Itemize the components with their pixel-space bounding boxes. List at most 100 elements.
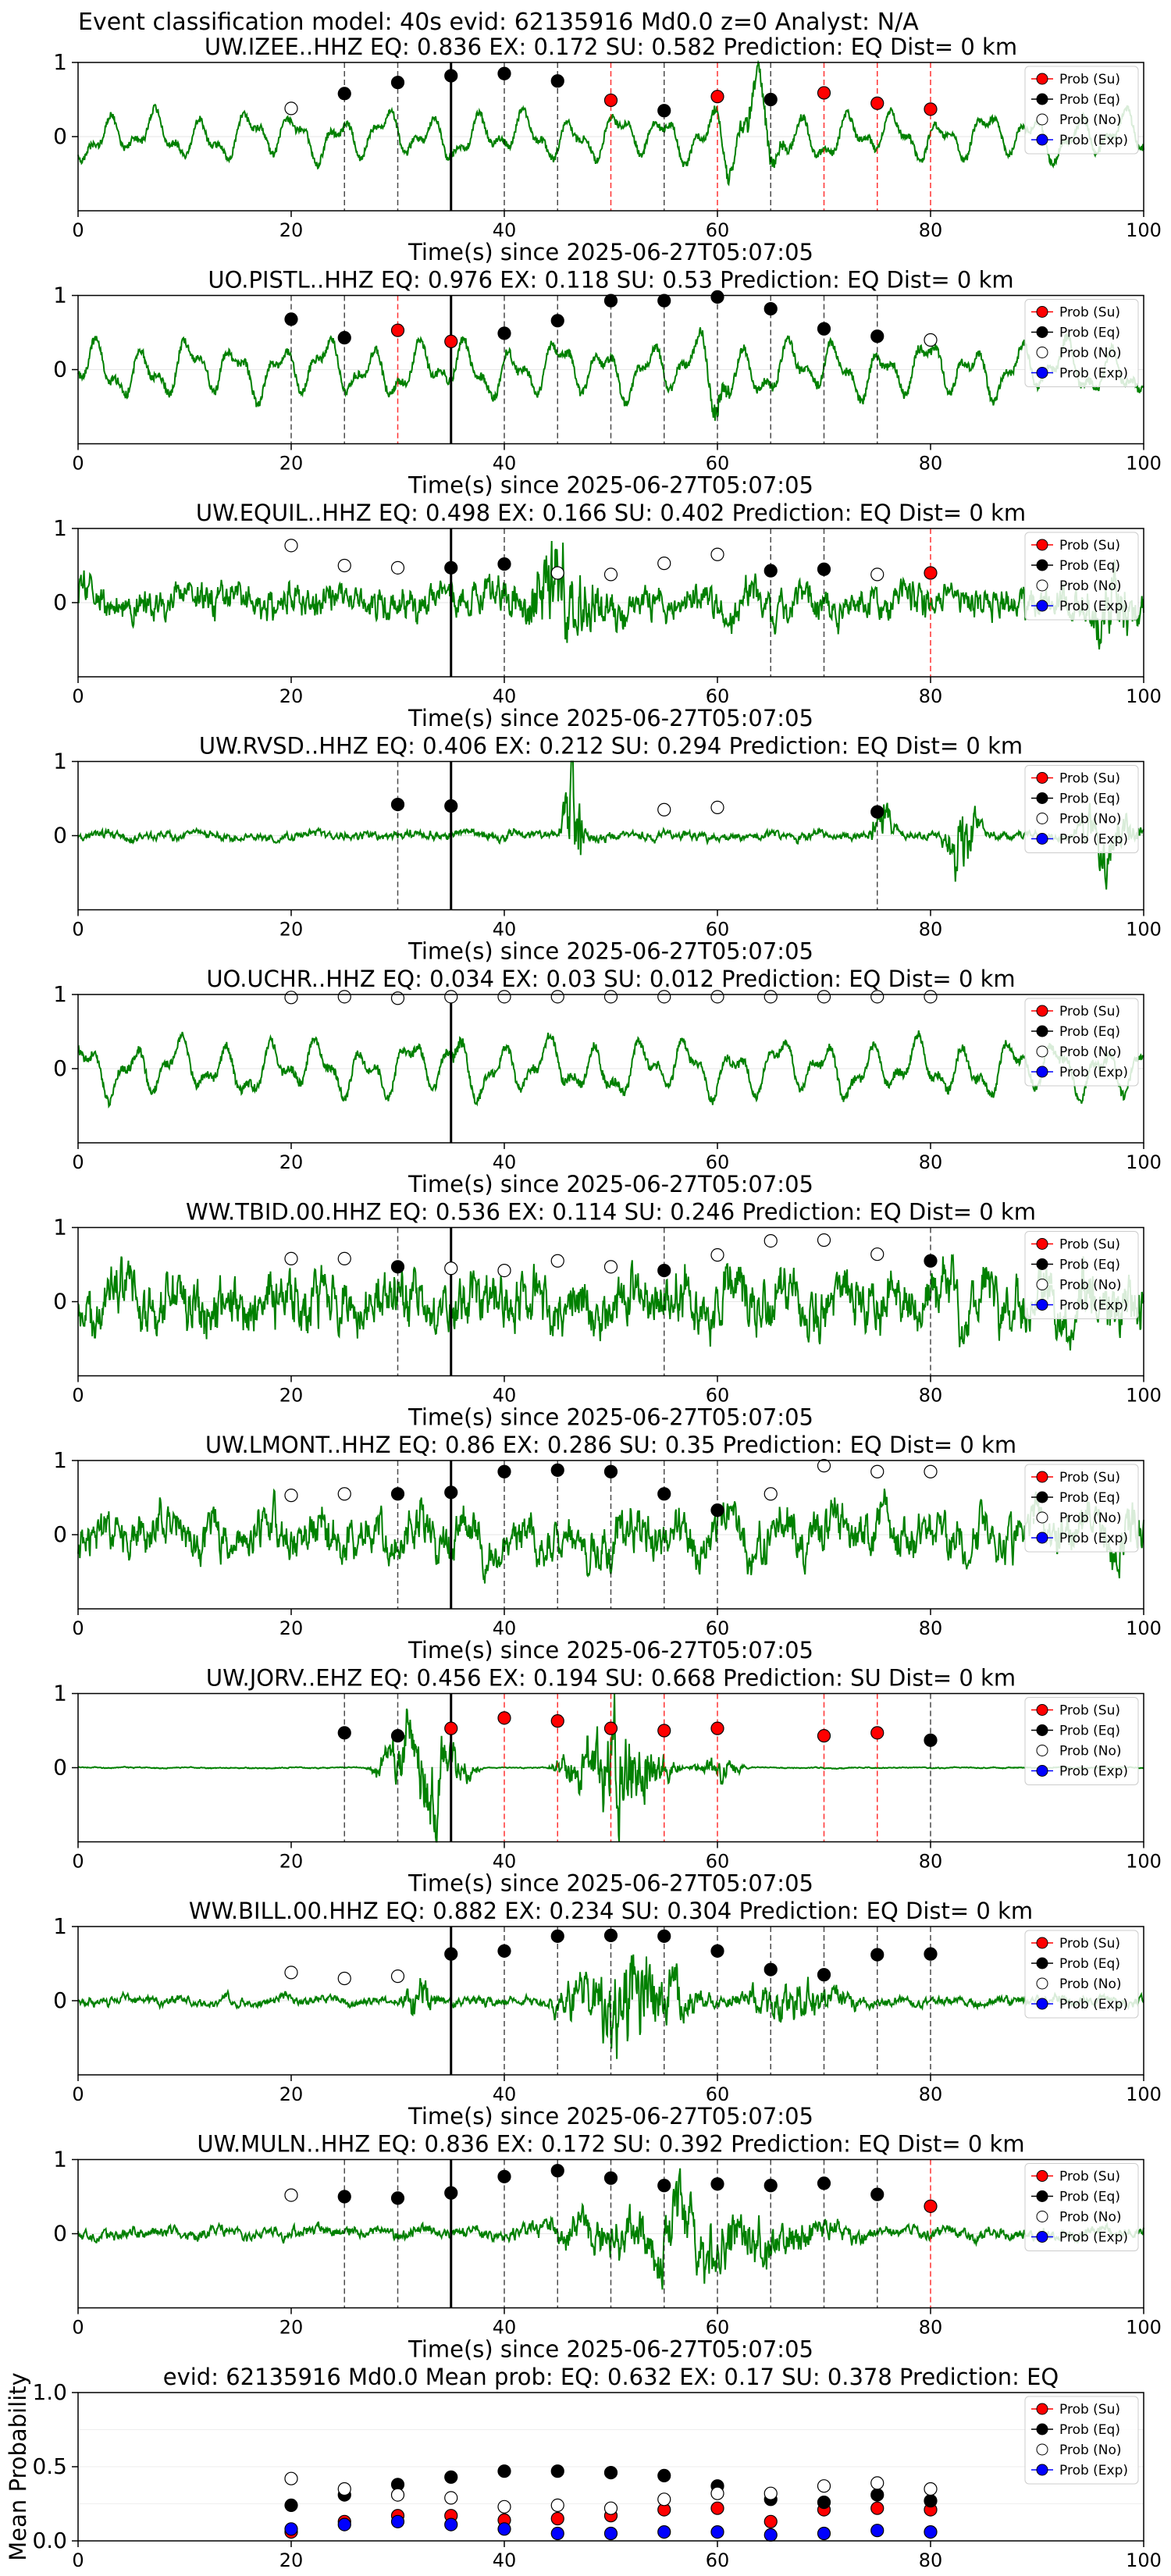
prob-marker: [390, 1969, 405, 1984]
legend-label: Prob (Exp): [1059, 1531, 1128, 1546]
legend-label: Prob (Exp): [1059, 1764, 1128, 1780]
x-tick-label: 20: [279, 219, 304, 241]
legend-box: [1024, 1697, 1139, 1785]
prob-marker: [390, 560, 405, 575]
legend-label: Prob (Exp): [1059, 133, 1128, 148]
legend-label: Prob (No): [1059, 2210, 1122, 2226]
waveform-trace: [77, 1253, 1144, 1350]
y-tick-label: 1: [53, 2147, 67, 2172]
legend-marker: [1036, 113, 1048, 126]
x-tick-label: 0: [72, 1151, 84, 1173]
x-tick-label: 60: [706, 2083, 730, 2105]
legend-marker: [1036, 1066, 1048, 1078]
x-tick-label: 0: [72, 219, 84, 241]
prob-marker: [337, 1971, 351, 1986]
prob-marker: [924, 1464, 938, 1478]
prob-marker: [870, 1948, 884, 1962]
prob-marker: [657, 2179, 671, 2193]
mean-prob-marker: [284, 2471, 298, 2485]
x-tick-label: 0: [72, 2083, 84, 2105]
legend-label: Prob (Exp): [1059, 2230, 1128, 2246]
y-tick-label: 1: [53, 49, 67, 75]
mean-prob-marker: [870, 2524, 884, 2538]
mean-prob-marker: [444, 2491, 458, 2505]
x-tick-label: 20: [279, 1385, 304, 1407]
panel-title: UW.JORV..EHZ EQ: 0.456 EX: 0.194 SU: 0.6…: [206, 1665, 1016, 1692]
mean-prob-marker: [444, 2517, 458, 2532]
legend-marker: [1036, 326, 1048, 338]
legend-label: Prob (No): [1059, 578, 1122, 594]
legend-box: [1024, 1464, 1139, 1553]
legend-marker: [1036, 1998, 1048, 2010]
prob-marker: [337, 2190, 351, 2204]
legend-label: Prob (Exp): [1059, 1997, 1128, 2012]
prob-marker: [444, 560, 458, 575]
legend-marker: [1036, 600, 1048, 612]
prob-marker: [710, 1721, 724, 1735]
x-axis-label: Time(s) since 2025-06-27T05:07:05: [408, 938, 813, 965]
x-tick-label: 60: [706, 219, 730, 241]
station-panel: UW.LMONT..HHZ EQ: 0.86 EX: 0.286 SU: 0.3…: [53, 1432, 1162, 1663]
prob-marker: [817, 1729, 831, 1743]
waveform-trace: [77, 1954, 1144, 2059]
x-tick-label: 100: [1126, 453, 1162, 475]
panels: UW.IZEE..HHZ EQ: 0.836 EX: 0.172 SU: 0.5…: [5, 34, 1162, 2571]
prob-marker: [657, 1724, 671, 1738]
prob-marker: [284, 1489, 298, 1503]
legend-marker: [1036, 1977, 1048, 1990]
legend-marker: [1036, 1238, 1048, 1250]
station-panel: UW.MULN..HHZ EQ: 0.836 EX: 0.172 SU: 0.3…: [53, 2131, 1162, 2363]
figure-title: Event classification model: 40s evid: 62…: [78, 9, 919, 36]
prob-marker: [870, 1726, 884, 1740]
legend-marker: [1036, 347, 1048, 358]
x-tick-label: 60: [706, 1151, 730, 1173]
mean-prob-marker: [390, 2514, 405, 2528]
y-tick-label: 0: [53, 357, 67, 382]
x-tick-label: 20: [279, 453, 304, 475]
x-tick-label: 60: [706, 1617, 730, 1639]
prob-marker: [870, 1247, 884, 1261]
legend-label: Prob (Su): [1059, 305, 1120, 321]
prob-marker: [763, 2179, 778, 2193]
prob-marker: [497, 1711, 511, 1725]
prob-marker: [603, 2171, 618, 2185]
prob-marker: [657, 802, 671, 817]
prob-marker: [924, 2199, 938, 2213]
mean-prob-marker: [550, 2526, 564, 2541]
prob-marker: [550, 314, 564, 328]
prob-marker: [284, 2188, 298, 2202]
x-tick-label: 40: [493, 685, 517, 707]
prob-marker: [870, 2187, 884, 2201]
legend-label: Prob (Eq): [1059, 1956, 1120, 1972]
mean-prob-marker: [603, 2466, 618, 2480]
mean-prob-marker: [284, 2498, 298, 2512]
prob-marker: [870, 96, 884, 110]
prob-marker: [337, 990, 351, 1004]
legend-label: Prob (Eq): [1059, 92, 1120, 108]
y-tick-label: 0: [53, 589, 67, 615]
x-tick-label: 20: [279, 2317, 304, 2339]
legend-marker: [1036, 539, 1048, 551]
legend-label: Prob (Su): [1059, 72, 1120, 87]
mean-prob-marker: [817, 2496, 831, 2510]
y-tick-label: 0: [53, 1987, 67, 2013]
prob-marker: [817, 1233, 831, 1247]
prob-marker: [817, 1459, 831, 1473]
prob-marker: [497, 1944, 511, 1958]
prob-marker: [550, 1929, 564, 1943]
panel-title: WW.BILL.00.HHZ EQ: 0.882 EX: 0.234 SU: 0…: [189, 1898, 1033, 1924]
panel-title: UW.RVSD..HHZ EQ: 0.406 EX: 0.212 SU: 0.2…: [199, 733, 1023, 760]
prob-marker: [337, 1726, 351, 1740]
station-panel: UO.PISTL..HHZ EQ: 0.976 EX: 0.118 SU: 0.…: [53, 267, 1162, 499]
prob-marker: [497, 1263, 511, 1278]
prob-marker: [603, 294, 618, 308]
legend-marker: [1036, 1532, 1048, 1544]
legend-label: Prob (Su): [1059, 1703, 1120, 1719]
x-tick-label: 100: [1126, 1151, 1162, 1173]
prob-marker: [337, 1487, 351, 1501]
legend-marker: [1036, 1025, 1048, 1037]
prob-marker: [657, 294, 671, 308]
mean-prob-marker: [870, 2501, 884, 2515]
mean-prob-marker: [870, 2488, 884, 2502]
